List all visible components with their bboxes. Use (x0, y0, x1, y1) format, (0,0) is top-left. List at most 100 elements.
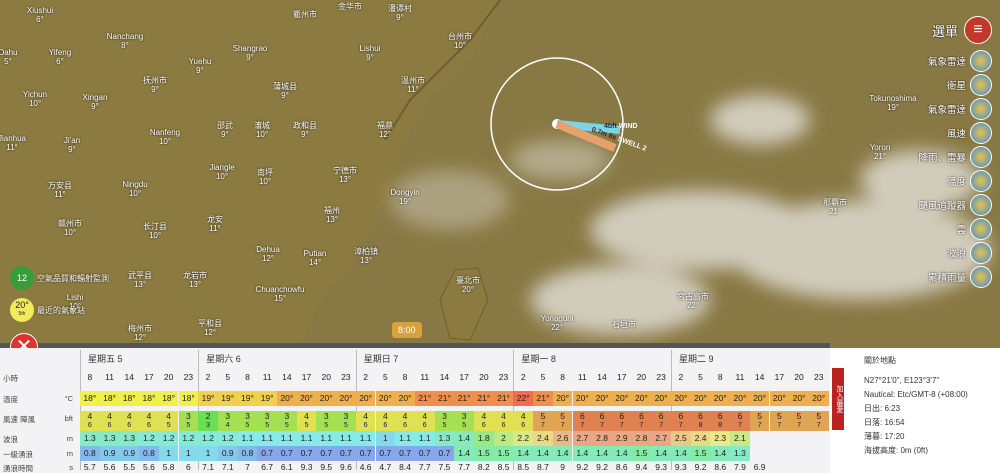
air-quality[interactable]: 12 空氣品質和輻射監測 (10, 266, 109, 290)
swell-cell: 0.7 (257, 446, 277, 461)
city-temp: 9° (151, 85, 159, 94)
temperature-cell: 18° (139, 391, 159, 406)
menu-item[interactable]: 波浪 (947, 242, 992, 264)
city-label: 福州 13° (324, 206, 340, 224)
gust-cell: 5 (442, 422, 447, 429)
waves-cell: 1.2 (139, 431, 159, 446)
swell-cell: 0.9 (217, 446, 238, 461)
city-name: Dahu (0, 48, 18, 57)
favorite-tab[interactable]: 加入最愛 (832, 368, 844, 430)
menu-item[interactable]: 衛星 (947, 74, 992, 96)
swell_period-cell: 5.6 (143, 462, 155, 472)
hours-cell: 11 (577, 372, 587, 382)
gust-cell: 6 (363, 422, 368, 429)
city-label: Yifeng 6° (49, 48, 71, 66)
station[interactable]: 20° 5th 最近的氣象站 (10, 298, 85, 322)
menu-item[interactable]: 降雨、雷暴 (918, 146, 992, 168)
swell_period-cell: 9.5 (320, 462, 333, 472)
day-divider (80, 350, 81, 470)
waves-cell: 2.1 (730, 431, 750, 446)
city-temp: 9° (91, 102, 99, 111)
gust-cell: 6 (481, 422, 486, 429)
temperature-cell: 20° (730, 391, 750, 406)
station-label: 最近的氣象站 (37, 305, 85, 315)
menu-item-label: 雲 (956, 225, 966, 236)
temperature-cell: 20° (592, 391, 612, 406)
menu-item[interactable]: 颶風追蹤器 (918, 194, 992, 216)
city-name: Lishi (66, 293, 84, 302)
city-temp: 12° (203, 328, 217, 337)
aq-badge: 12 (10, 266, 34, 290)
city-name: 温州市 (401, 76, 425, 85)
temperature-cell: 21° (493, 391, 514, 406)
city-name: Yichun (22, 90, 48, 99)
menu-item-label: 累積雨量 (927, 273, 966, 284)
city-label: 长汀县 10° (143, 222, 167, 240)
city-temp: 11° (209, 224, 221, 233)
city-label: 潘谭村 9° (388, 4, 412, 22)
swell-cell: 1 (198, 446, 218, 461)
city-name: 石垣市 (612, 320, 636, 329)
swell-cell: 0.7 (414, 446, 435, 461)
swell_period-cell: 8.7 (537, 462, 549, 472)
city-temp: 5° (4, 57, 12, 66)
temperature-cell: 20° (572, 391, 593, 406)
menu-icon (970, 122, 992, 144)
day-label: 星期五 5 (88, 354, 123, 364)
city-label: 臺北市 20° (456, 276, 480, 294)
city-temp: 11° (54, 190, 66, 199)
waves-cell: 2.8 (592, 431, 612, 446)
row-label: 小時 (0, 373, 76, 384)
city-name: Shangrao (232, 44, 268, 53)
city-name: Dehua (256, 245, 280, 254)
menu-item[interactable]: 風速 (947, 122, 992, 144)
map (0, 0, 1000, 348)
gust-cell: 7 (580, 422, 585, 429)
swell-cell: 1.4 (533, 446, 553, 461)
city-name: 金华市 (338, 2, 362, 11)
city-name: 抚州市 (143, 76, 167, 85)
menu-item-label: 風速 (946, 129, 966, 140)
menu-item[interactable]: 溫度 (947, 170, 992, 192)
city-temp: 9° (221, 130, 229, 139)
city-label: Shangrao 9° (233, 44, 268, 62)
menu-item[interactable]: 雲 (956, 218, 992, 240)
hours-cell: 23 (183, 372, 194, 382)
menu-item[interactable]: 累積雨量 (928, 266, 992, 288)
hours-cell: 5 (382, 372, 388, 382)
swell-cell: 1 (158, 446, 179, 461)
city-name: 长汀县 (143, 222, 167, 231)
hours-cell: 2 (363, 372, 368, 382)
city-temp: 13° (133, 280, 147, 289)
time-marker[interactable]: 8:00 (392, 322, 422, 338)
city-name: Xingan (82, 93, 108, 102)
city-temp: 10° (148, 231, 162, 240)
city-name: 赣州市 (58, 219, 82, 228)
city-name: 那覇市 (823, 198, 847, 207)
swell_period-cell: 6 (185, 462, 191, 472)
hours-cell: 20 (321, 372, 331, 382)
gust-cell: 5 (284, 422, 289, 429)
gust-cell: 6 (107, 422, 112, 429)
city-name: 臺北市 (456, 276, 480, 285)
city-label: 温州市 11° (401, 76, 425, 94)
menu-button[interactable]: 選單 ≡ (932, 16, 992, 44)
menu-item-label: 衛星 (946, 81, 966, 92)
city-name: 平和县 (198, 319, 222, 328)
swell-cell: 1 (178, 446, 199, 461)
swell_period-cell: 4.6 (359, 462, 372, 472)
menu-item[interactable]: 氣象雷達 (928, 50, 992, 72)
waves-cell: 1.3 (80, 431, 100, 446)
gust-cell: 7 (540, 422, 545, 429)
gust-cell: 6 (87, 422, 92, 429)
temperature-cell: 18° (158, 391, 179, 406)
swell-cell: 1.5 (690, 446, 711, 461)
swell-cell: 1.5 (493, 446, 514, 461)
city-name: Yuehu (188, 57, 212, 66)
menu-item[interactable]: 氣象雷達 (928, 98, 992, 120)
row-label: 一級湧浪 m (0, 449, 76, 460)
city-temp: 10° (255, 130, 269, 139)
